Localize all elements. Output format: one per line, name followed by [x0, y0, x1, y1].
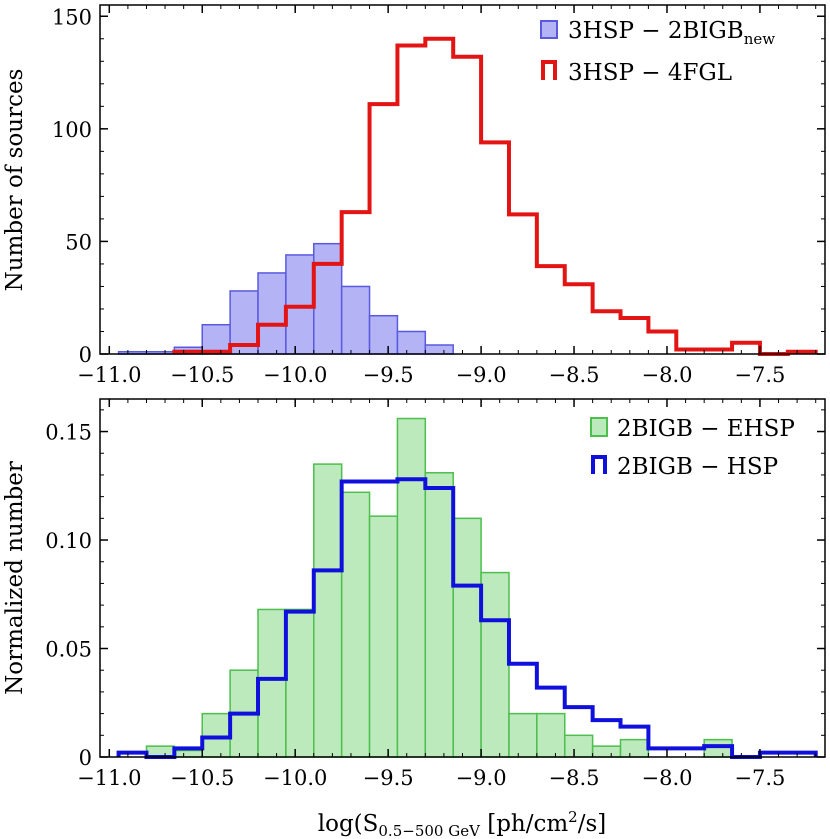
top-bar-3hsp-2bigb-11 [424, 344, 454, 355]
bottom-bar-2bigb-ehsp-11 [452, 517, 482, 758]
x-axis-label-mid: [ph/cm [480, 811, 568, 837]
bottom-bar-2bigb-ehsp-16 [591, 745, 622, 758]
bottom-bar-2bigb-ehsp-8 [368, 515, 399, 758]
bottom-bar-2bigb-ehsp-2 [201, 712, 231, 758]
top-step-line-3hsp-4fgl [172, 36, 818, 356]
top-bar-3hsp-2bigb-10 [396, 330, 427, 355]
bottom-y-tick-label-0: 0 [79, 746, 92, 770]
bottom-bar-2bigb-ehsp-10 [424, 472, 454, 758]
legend-label-3hsp-2bigb-main: 3HSP − 2BIGB [568, 18, 744, 44]
bottom-bar-2bigb-ehsp-6 [313, 463, 343, 758]
legend-label-3hsp-4fgl: 3HSP − 4FGL [568, 60, 732, 86]
top-bar-3hsp-2bigb-5 [257, 272, 287, 355]
top-bar-3hsp-2bigb-6 [285, 254, 315, 355]
bottom-bar-2bigb-ehsp-15 [563, 734, 594, 758]
top-x-tick-label-5: −8.5 [549, 363, 600, 387]
legend-label-2bigb-hsp: 2BIGB − HSP [617, 454, 778, 480]
bottom-y-tick-label-3: 0.15 [45, 421, 92, 445]
legend-label-3hsp-2bigb-sub: new [744, 30, 776, 48]
x-axis-label-end: /s] [578, 811, 607, 837]
x-axis-label-sup: 2 [568, 808, 578, 826]
legend-swatch-2bigb-ehsp [590, 417, 608, 437]
x-axis-label: log(S0.5−500 GeV [ph/cm2/s] [318, 808, 607, 839]
bottom-bar-2bigb-ehsp-20 [703, 738, 733, 758]
bottom-bar-2bigb-ehsp-7 [340, 491, 371, 758]
top-y-tick-label-1: 50 [65, 230, 92, 254]
bottom-x-tick-label-6: −8.0 [641, 766, 692, 790]
bottom-x-tick-label-3: −9.5 [363, 766, 414, 790]
bottom-step-line-2bigb-hsp [116, 477, 818, 759]
top-legend: 3HSP − 2BIGBnew 3HSP − 4FGL [540, 18, 775, 86]
top-ticks: −11.0 −10.5 −10.0 −9.5 −9.0 −8.5 −8.0 −7.5 0 50 10… [52, 5, 825, 387]
legend-label-3hsp-2bigb-new: 3HSP − 2BIGBnew [568, 18, 775, 48]
bottom-y-axis-label: Normalized number [2, 461, 28, 695]
bottom-y-tick-label-2: 0.10 [45, 529, 92, 553]
bottom-bar-2bigb-ehsp-4 [257, 608, 287, 758]
top-y-tick-label-0: 0 [79, 343, 92, 367]
bottom-panel: −11.0 −10.5 −10.0 −9.5 −9.0 −8.5 −8.0 −7.5 0 0.05… [2, 398, 826, 839]
top-x-tick-label-6: −8.0 [641, 363, 692, 387]
bottom-bar-2bigb-ehsp-12 [480, 571, 510, 758]
top-bar-3hsp-2bigb-3 [201, 323, 231, 355]
bottom-legend: 2BIGB − EHSP 2BIGB − HSP [590, 416, 795, 480]
bottom-bar-2bigb-ehsp-9 [396, 417, 427, 758]
legend-swatch-2bigb-hsp [591, 455, 607, 474]
top-x-tick-label-1: −10.5 [170, 363, 234, 387]
legend-swatch-3hsp-2bigb-new [540, 20, 558, 39]
top-x-tick-label-3: −9.5 [363, 363, 414, 387]
top-x-tick-label-7: −7.5 [734, 363, 785, 387]
bottom-y-tick-label-1: 0.05 [45, 638, 92, 662]
bottom-bar-2bigb-ehsp-1 [173, 749, 203, 758]
x-axis-label-sub: 0.5−500 GeV [378, 822, 481, 839]
top-bar-3hsp-2bigb-8 [340, 285, 371, 355]
bottom-bar-2bigb-ehsp-17 [619, 738, 650, 758]
bottom-plot-area [116, 417, 818, 759]
bottom-bar-2bigb-ehsp-5 [285, 608, 315, 758]
bottom-bar-2bigb-ehsp-14 [536, 712, 566, 758]
top-panel: −11.0 −10.5 −10.0 −9.5 −9.0 −8.5 −8.0 −7.5 0 50 10… [2, 4, 826, 387]
top-bar-3hsp-2bigb-7 [313, 242, 343, 355]
top-x-tick-label-0: −11.0 [77, 363, 141, 387]
top-bar-3hsp-2bigb-9 [368, 314, 399, 355]
bottom-bar-2bigb-ehsp-13 [508, 712, 538, 758]
x-axis-label-main: log(S [318, 811, 379, 837]
bottom-x-tick-label-1: −10.5 [170, 766, 234, 790]
bottom-x-tick-label-5: −8.5 [549, 766, 600, 790]
bottom-x-tick-label-7: −7.5 [734, 766, 785, 790]
bottom-ticks: −11.0 −10.5 −10.0 −9.5 −9.0 −8.5 −8.0 −7.5 0 0.05… [45, 399, 825, 790]
top-y-tick-label-2: 100 [52, 118, 92, 142]
bottom-x-tick-label-4: −9.0 [456, 766, 507, 790]
top-x-tick-label-4: −9.0 [456, 363, 507, 387]
legend-label-2bigb-ehsp: 2BIGB − EHSP [617, 416, 795, 442]
top-plot-area [117, 36, 818, 356]
top-y-tick-label-3: 150 [52, 5, 92, 29]
bottom-x-tick-label-2: −10.0 [263, 766, 327, 790]
legend-swatch-3hsp-4fgl [541, 60, 557, 80]
top-y-axis-label: Number of sources [2, 69, 28, 292]
bottom-x-tick-label-0: −11.0 [77, 766, 141, 790]
top-x-tick-label-2: −10.0 [263, 363, 327, 387]
